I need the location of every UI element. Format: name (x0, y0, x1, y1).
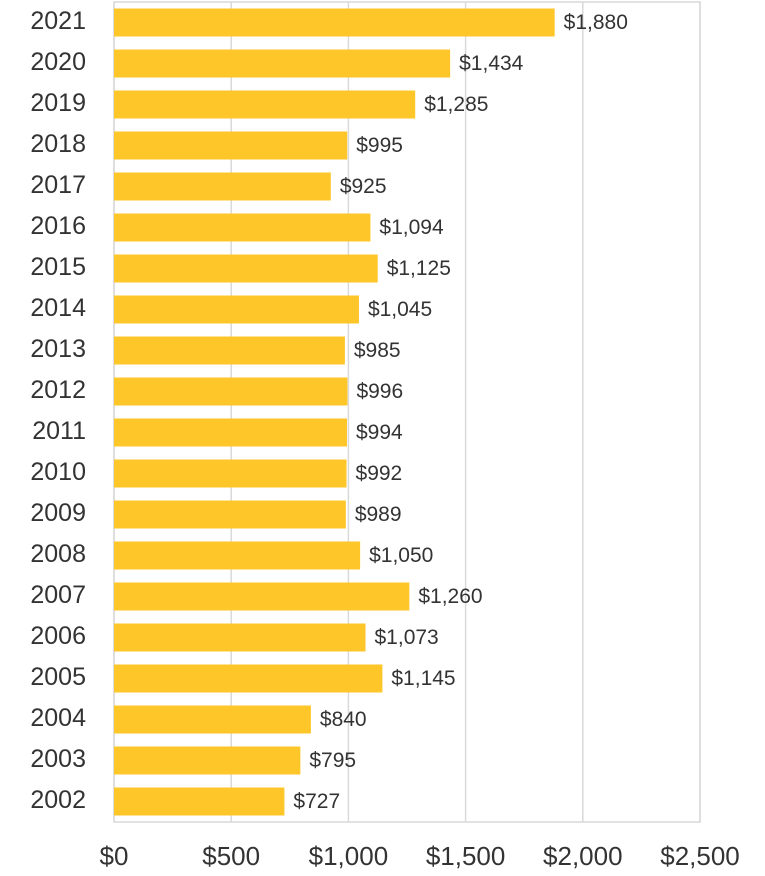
value-label: $1,045 (368, 298, 432, 321)
y-tick-label: 2005 (30, 663, 86, 691)
y-tick-label: 2020 (30, 48, 86, 76)
bar (114, 623, 366, 652)
y-tick-label: 2015 (30, 253, 86, 281)
y-tick-label: 2003 (30, 745, 86, 773)
value-label: $1,125 (387, 257, 451, 280)
bar (114, 254, 378, 283)
bar (114, 746, 301, 775)
x-tick-label: $2,000 (543, 841, 623, 871)
bar (114, 336, 345, 365)
value-label: $989 (355, 503, 402, 526)
bar (114, 664, 383, 693)
bar (114, 541, 361, 570)
x-tick-label: $1,500 (426, 841, 506, 871)
y-tick-label: 2021 (30, 7, 86, 35)
x-tick-label: $500 (202, 841, 260, 871)
bar (114, 295, 359, 324)
value-label: $1,434 (459, 52, 524, 75)
value-label: $996 (356, 380, 403, 403)
value-label: $840 (320, 708, 367, 731)
bar (114, 90, 416, 119)
value-label: $1,145 (391, 667, 455, 690)
y-tick-label: 2012 (30, 376, 86, 404)
y-tick-label: 2013 (30, 335, 86, 363)
y-tick-label: 2004 (30, 704, 86, 732)
y-tick-label: 2009 (30, 499, 86, 527)
y-tick-label: 2002 (30, 786, 86, 814)
y-tick-label: 2016 (30, 212, 86, 240)
bar (114, 213, 371, 242)
bar (114, 582, 410, 611)
value-label: $1,050 (369, 544, 433, 567)
value-label: $994 (356, 421, 403, 444)
plot-frame (113, 1, 701, 823)
bar (114, 705, 311, 734)
bar (114, 500, 346, 529)
y-tick-label: 2007 (30, 581, 86, 609)
value-label: $1,880 (564, 11, 628, 34)
bar (114, 418, 347, 447)
x-tick-label: $2,500 (660, 841, 740, 871)
value-label: $985 (354, 339, 401, 362)
y-tick-label: 2010 (30, 458, 86, 486)
y-tick-label: 2018 (30, 130, 86, 158)
y-tick-label: 2014 (30, 294, 86, 322)
value-label: $1,260 (418, 585, 482, 608)
value-label: $992 (356, 462, 403, 485)
bar (114, 787, 285, 816)
value-label: $995 (356, 134, 403, 157)
y-tick-label: 2017 (30, 171, 86, 199)
value-label: $795 (309, 749, 356, 772)
bar (114, 131, 348, 160)
x-tick-label: $0 (100, 841, 129, 871)
y-tick-label: 2006 (30, 622, 86, 650)
bar (114, 8, 555, 37)
bar (114, 459, 347, 488)
x-tick-label: $1,000 (309, 841, 389, 871)
value-label: $1,073 (375, 626, 439, 649)
bar (114, 172, 331, 201)
bar (114, 377, 348, 406)
value-label: $1,285 (424, 93, 488, 116)
value-label: $727 (293, 790, 340, 813)
y-tick-label: 2008 (30, 540, 86, 568)
value-label: $925 (340, 175, 387, 198)
y-tick-label: 2011 (32, 417, 86, 445)
value-label: $1,094 (379, 216, 444, 239)
y-tick-label: 2019 (30, 89, 86, 117)
bar (114, 49, 451, 78)
